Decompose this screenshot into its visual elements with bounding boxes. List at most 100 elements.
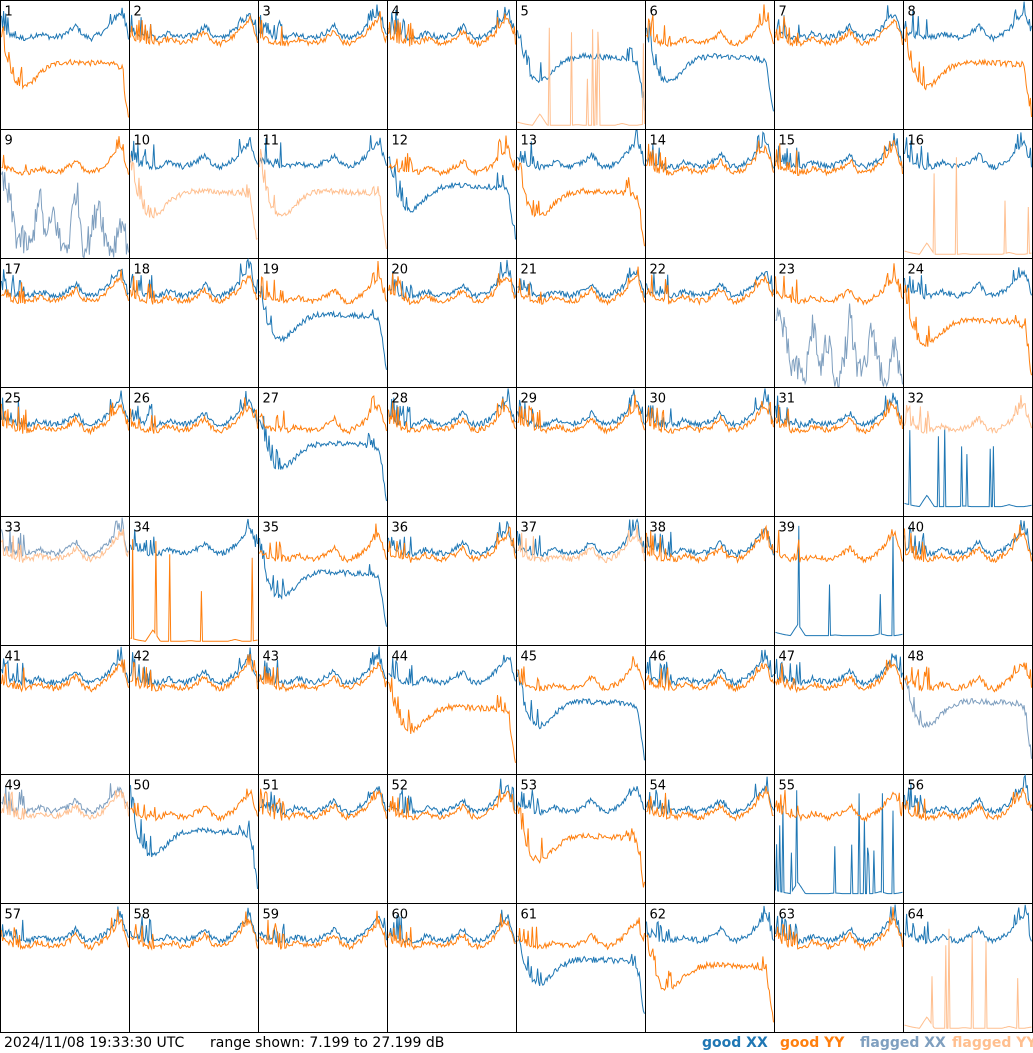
panel-55: 55: [774, 774, 904, 904]
series-xx-line: [517, 267, 645, 301]
series-xx-line: [904, 773, 1032, 816]
series-xx-line: [259, 915, 387, 945]
panel-frame: [129, 516, 259, 646]
panel-label: 42: [134, 650, 151, 665]
panel-label: 12: [392, 134, 409, 149]
panel-label: 21: [521, 263, 538, 278]
legend-good-yy: good YY: [780, 1035, 845, 1051]
panel-frame: [645, 129, 775, 259]
series-xx-line: [130, 785, 258, 889]
panel-frame: [516, 258, 646, 388]
panel-51: 51: [258, 774, 388, 904]
panel-frame: [903, 129, 1033, 259]
panel-32: 32: [903, 387, 1033, 517]
panel-label: 16: [908, 134, 925, 149]
panel-29: 29: [516, 387, 646, 517]
panel-label: 54: [650, 779, 667, 794]
panel-frame: [258, 258, 388, 388]
panel-frame: [258, 903, 388, 1033]
series-xx-line: [517, 669, 645, 761]
series-xx-line: [904, 427, 1032, 508]
panel-label: 7: [779, 5, 787, 20]
panel-frame: [903, 903, 1033, 1033]
series-xx-line: [517, 30, 645, 111]
range-shown: range shown: 7.199 to 27.199 dB: [210, 1035, 445, 1051]
panel-frame: [774, 129, 904, 259]
series-xx-line: [517, 786, 645, 817]
panel-3: 3: [258, 0, 388, 130]
panel-label: 34: [134, 521, 151, 536]
panel-frame: [129, 903, 259, 1033]
series-xx-line: [259, 415, 387, 502]
legend-flagged-xx: flagged XX: [860, 1035, 946, 1051]
series-yy-line: [259, 523, 387, 564]
panel-62: 62: [645, 903, 775, 1033]
panel-label: 3: [263, 5, 271, 20]
panel-label: 32: [908, 392, 925, 407]
series-yy-line: [388, 135, 516, 177]
panel-label: 46: [650, 650, 667, 665]
panel-14: 14: [645, 129, 775, 259]
panel-43: 43: [258, 645, 388, 775]
panel-label: 33: [5, 521, 22, 536]
panel-frame: [387, 258, 517, 388]
panel-6: 6: [645, 0, 775, 130]
series-xx-line: [517, 130, 645, 171]
series-yy-line: [904, 26, 1032, 118]
series-xx-line: [130, 257, 258, 300]
panel-label: 26: [134, 392, 151, 407]
series-xx-line: [130, 907, 258, 945]
panel-frame: [0, 258, 130, 388]
panel-label: 9: [5, 134, 13, 149]
panel-frame: [516, 387, 646, 517]
series-yy-line: [259, 788, 387, 821]
panel-frame: [0, 387, 130, 517]
series-xx-line: [388, 521, 516, 557]
panel-label: 4: [392, 5, 400, 20]
series-yy-line: [775, 789, 903, 823]
panel-frame: [774, 516, 904, 646]
series-yy-line: [775, 529, 903, 564]
panel-label: 1: [5, 5, 13, 20]
series-xx-line: [775, 132, 903, 171]
panel-50: 50: [129, 774, 259, 904]
panel-label: 10: [134, 134, 151, 149]
series-xx-line: [646, 528, 774, 558]
panel-label: 60: [392, 908, 409, 923]
panel-label: 31: [779, 392, 796, 407]
series-xx-line: [775, 525, 903, 637]
series-yy-line: [1, 528, 129, 563]
series-yy-line: [904, 928, 1032, 1029]
series-yy-line: [517, 917, 645, 951]
panel-label: 14: [650, 134, 667, 149]
series-xx-line: [1, 646, 129, 687]
panel-label: 28: [392, 392, 409, 407]
panel-52: 52: [387, 774, 517, 904]
panel-7: 7: [774, 0, 904, 130]
series-xx-line: [646, 388, 774, 430]
series-xx-line: [904, 1, 1032, 43]
panel-frame: [258, 387, 388, 517]
panel-frame: [774, 0, 904, 130]
panel-label: 47: [779, 650, 796, 665]
panel-label: 50: [134, 779, 151, 794]
panel-label: 49: [5, 779, 22, 794]
panel-label: 61: [521, 908, 538, 923]
series-yy-line: [1, 789, 129, 821]
series-yy-line: [259, 661, 387, 693]
panel-frame: [774, 774, 904, 904]
series-yy-line: [1, 402, 129, 436]
series-yy-line: [904, 284, 1032, 376]
series-xx-line: [130, 137, 258, 171]
panel-label: 39: [779, 521, 796, 536]
panel-frame: [387, 129, 517, 259]
panel-frame: [903, 645, 1033, 775]
panel-58: 58: [129, 903, 259, 1033]
series-yy-line: [517, 805, 645, 888]
series-xx-line: [388, 388, 516, 429]
series-yy-line: [775, 263, 903, 306]
panel-59: 59: [258, 903, 388, 1033]
series-yy-line: [130, 654, 258, 692]
panel-label: 35: [263, 521, 280, 536]
series-yy-line: [130, 788, 258, 823]
